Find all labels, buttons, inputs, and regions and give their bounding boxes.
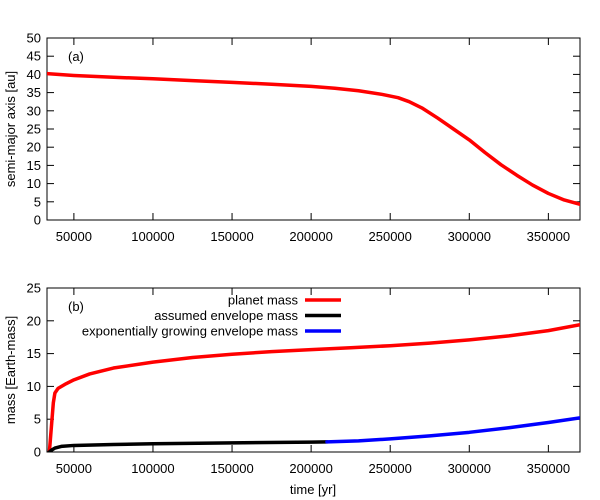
y-tick-label: 40 bbox=[27, 67, 41, 82]
x-tick-label: 100000 bbox=[131, 229, 174, 244]
y-axis-title-a: semi-major axis [au] bbox=[3, 71, 18, 187]
x-tick-label: 200000 bbox=[289, 461, 332, 476]
y-tick-label: 35 bbox=[27, 85, 41, 100]
x-tick-label: 50000 bbox=[56, 461, 92, 476]
x-tick-label: 150000 bbox=[210, 461, 253, 476]
panel-mass: 0 5 10 15 20 25 50000 100000 150000 200000 250000 3… bbox=[3, 281, 581, 497]
y-tick-label: 0 bbox=[34, 445, 41, 460]
x-tick-label: 350000 bbox=[527, 229, 570, 244]
x-tick-label: 200000 bbox=[289, 229, 332, 244]
x-tick-label: 350000 bbox=[527, 461, 570, 476]
y-tick-label: 50 bbox=[27, 31, 41, 46]
y-tick-label: 25 bbox=[27, 122, 41, 137]
x-tick-label: 250000 bbox=[369, 229, 412, 244]
series-line-a-0 bbox=[47, 71, 580, 207]
series-layer-b bbox=[47, 322, 580, 452]
panel-semi-major-axis: 0 5 10 15 20 25 30 35 40 45 50 50000 100000 150000 200… bbox=[3, 31, 581, 245]
y-tick-label: 25 bbox=[27, 281, 41, 296]
y-tick-label: 15 bbox=[27, 158, 41, 173]
x-tick-label: 250000 bbox=[369, 461, 412, 476]
panel-label-b: (b) bbox=[68, 299, 84, 314]
tick-marks-a bbox=[47, 37, 580, 221]
tick-labels-b: 0 5 10 15 20 25 50000 100000 150000 200000 250000 3… bbox=[27, 281, 571, 477]
x-axis-title-b: time [yr] bbox=[290, 482, 336, 497]
x-tick-label: 300000 bbox=[448, 229, 491, 244]
tick-labels-a: 0 5 10 15 20 25 30 35 40 45 50 50000 100000 150000 200… bbox=[27, 31, 571, 245]
x-tick-label: 100000 bbox=[131, 461, 174, 476]
series-line-planet-mass bbox=[47, 322, 580, 452]
y-tick-label: 10 bbox=[27, 379, 41, 394]
y-tick-label: 20 bbox=[27, 313, 41, 328]
y-tick-label: 15 bbox=[27, 346, 41, 361]
y-tick-label: 10 bbox=[27, 176, 41, 191]
x-tick-label: 150000 bbox=[210, 229, 253, 244]
series-line-assumed-envelope-mass bbox=[47, 440, 329, 452]
y-tick-label: 45 bbox=[27, 49, 41, 64]
panel-label-a: (a) bbox=[68, 49, 84, 64]
plot-frame-a bbox=[46, 37, 581, 221]
y-tick-label: 20 bbox=[27, 140, 41, 155]
series-layer-a bbox=[47, 71, 580, 207]
y-tick-label: 5 bbox=[34, 412, 41, 427]
legend-label: planet mass bbox=[228, 293, 299, 308]
series-line-exponentially-growing-envelope-mass bbox=[325, 416, 580, 444]
y-tick-label: 30 bbox=[27, 103, 41, 118]
y-axis-title-b: mass [Earth-mass] bbox=[3, 316, 18, 424]
y-tick-label: 0 bbox=[34, 213, 41, 228]
x-tick-label: 50000 bbox=[56, 229, 92, 244]
x-tick-label: 300000 bbox=[448, 461, 491, 476]
legend-label: assumed envelope mass bbox=[154, 308, 298, 323]
legend-label: exponentially growing envelope mass bbox=[82, 324, 299, 339]
y-tick-label: 5 bbox=[34, 194, 41, 209]
plot-frame-b bbox=[46, 287, 581, 453]
